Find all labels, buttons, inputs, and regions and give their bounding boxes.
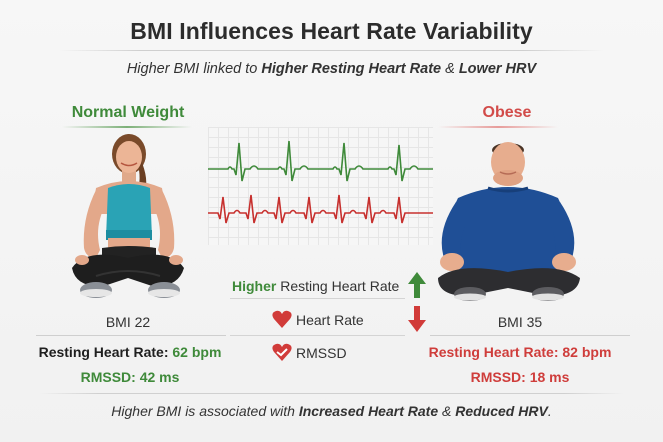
normal-weight-person-image <box>52 130 202 308</box>
rmssd-label: RMSSD <box>296 345 347 361</box>
subtitle-pre: Higher BMI linked to <box>126 61 262 77</box>
up-arrow-icon <box>408 272 426 303</box>
heart-check-icon <box>272 343 292 366</box>
normal-bmi-divider <box>36 335 226 336</box>
ecg-trace-obese <box>208 194 433 224</box>
normal-rmssd: RMSSD: 42 ms <box>20 369 240 385</box>
obese-rmssd: RMSSD: 18 ms <box>420 369 620 385</box>
down-arrow-icon <box>408 306 426 337</box>
footer-bold-2: Reduced HRV <box>455 403 548 419</box>
footer-mid: & <box>438 403 456 419</box>
obese-resting-heart-rate: Resting Heart Rate: 82 bpm <box>420 344 620 360</box>
heart-rate-label: Heart Rate <box>296 312 364 328</box>
normal-heading-underline <box>62 126 192 128</box>
normal-rmssd-label: RMSSD: <box>80 369 140 385</box>
footer-post: . <box>547 403 552 419</box>
normal-weight-heading: Normal Weight <box>71 104 185 121</box>
heart-icon <box>272 310 292 333</box>
center-divider-2 <box>230 335 405 336</box>
resting-heart-rate-text: Resting Heart Rate <box>276 278 400 294</box>
obese-heading: Obese <box>482 104 532 121</box>
page-title: BMI Influences Heart Rate Variability <box>130 18 533 44</box>
ecg-traces <box>208 140 433 224</box>
ecg-trace-normal <box>208 140 433 182</box>
title-divider <box>58 50 605 51</box>
footer-divider <box>40 393 623 394</box>
higher-resting-heart-rate-label: Higher Resting Heart Rate <box>232 278 399 294</box>
normal-resting-value: 62 bpm <box>172 344 222 360</box>
obese-heading-underline <box>438 126 558 128</box>
obese-rmssd-value: 18 ms <box>529 369 570 385</box>
normal-resting-heart-rate: Resting Heart Rate: 62 bpm <box>20 344 240 360</box>
subtitle-bold-2: Lower HRV <box>458 61 537 77</box>
ecg-panel <box>208 127 433 245</box>
obese-rmssd-label: RMSSD: <box>470 369 530 385</box>
normal-resting-label: Resting Heart Rate: <box>38 344 173 360</box>
footer-bold-1: Increased Heart Rate <box>298 403 439 419</box>
higher-word: Higher <box>232 278 277 294</box>
center-divider-1 <box>230 298 405 299</box>
normal-bmi-label: BMI 22 <box>105 314 151 330</box>
subtitle: Higher BMI linked to Higher Resting Hear… <box>0 61 663 77</box>
obese-resting-label: Resting Heart Rate: <box>428 344 563 360</box>
footer-caption: Higher BMI is associated with Increased … <box>0 403 663 419</box>
obese-person-image <box>428 128 598 308</box>
obese-bmi-divider <box>430 335 630 336</box>
obese-bmi-label: BMI 35 <box>497 314 543 330</box>
normal-rmssd-value: 42 ms <box>139 369 180 385</box>
subtitle-mid: & <box>441 61 459 77</box>
subtitle-bold-1: Higher Resting Heart Rate <box>261 61 442 77</box>
obese-resting-value: 82 bpm <box>562 344 612 360</box>
footer-pre: Higher BMI is associated with <box>111 403 299 419</box>
